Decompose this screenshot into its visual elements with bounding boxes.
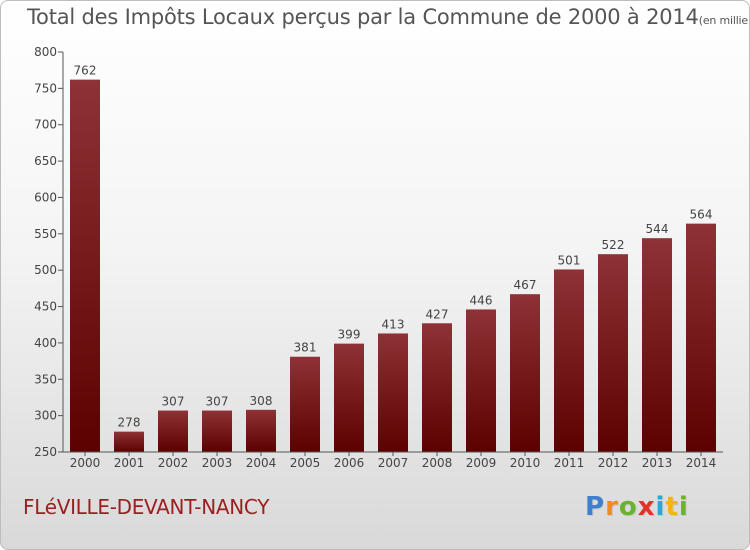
data-label-2002: 307 <box>162 395 185 409</box>
chart-title: Total des Impôts Locaux perçus par la Co… <box>27 5 749 29</box>
bar-2009 <box>466 309 496 452</box>
y-axis: 250 300 350 400 450 500 550 600 650 700 750 800 <box>34 45 64 459</box>
data-label-2009: 446 <box>470 293 493 307</box>
bar-2012 <box>598 254 628 452</box>
title-text: Total des Impôts Locaux perçus par la Co… <box>27 5 699 29</box>
bar-2000 <box>70 79 100 453</box>
bar-2008 <box>422 323 452 452</box>
bar-2006 <box>334 343 364 452</box>
commune-name: FLéVILLE-DEVANT-NANCY <box>23 495 270 519</box>
y-tick-label: 250 <box>34 445 57 459</box>
bar-2004 <box>246 409 276 452</box>
data-label-2004: 308 <box>250 394 273 408</box>
bar-2013 <box>642 238 672 452</box>
x-tick-label-2013: 2013 <box>642 456 673 470</box>
y-tick-label: 350 <box>34 372 57 386</box>
x-tick-label-2000: 2000 <box>70 456 101 470</box>
logo-letter: r <box>605 492 619 522</box>
bar-2014 <box>686 223 716 452</box>
data-label-2001: 278 <box>118 416 141 430</box>
y-tick-label: 500 <box>34 263 57 277</box>
x-tick-label-2006: 2006 <box>334 456 365 470</box>
logo-letter: P <box>585 492 606 522</box>
logo-letter: x <box>637 492 656 522</box>
x-tick-label-2001: 2001 <box>114 456 145 470</box>
y-tick-label: 600 <box>34 190 57 204</box>
x-tick-label-2009: 2009 <box>466 456 497 470</box>
data-label-2013: 544 <box>646 222 669 236</box>
y-tick-label: 650 <box>34 154 57 168</box>
bar-2003 <box>202 410 232 452</box>
title-unit: (en milliers d'€) <box>698 14 749 27</box>
data-label-2007: 413 <box>382 317 405 331</box>
x-tick-label-2002: 2002 <box>158 456 189 470</box>
data-label-2012: 522 <box>602 238 625 252</box>
y-tick-label: 800 <box>34 45 57 59</box>
bar-2011 <box>554 269 584 452</box>
x-tick-label-2007: 2007 <box>378 456 409 470</box>
data-label-2003: 307 <box>206 395 229 409</box>
x-tick-label-2008: 2008 <box>422 456 453 470</box>
x-tick-label-2012: 2012 <box>598 456 629 470</box>
bar-2001 <box>114 431 144 452</box>
data-label-2005: 381 <box>294 341 317 355</box>
x-tick-label-2004: 2004 <box>246 456 277 470</box>
y-tick-label: 450 <box>34 300 57 314</box>
proxiti-logo: Proxiti <box>585 492 689 522</box>
bar-2010 <box>510 294 540 452</box>
bars: 762 278 307 307 308 381 399 413 427 446 467 501 522 5… <box>70 64 716 453</box>
bar-2002 <box>158 410 188 452</box>
logo-letter: i <box>678 492 689 522</box>
data-label-2006: 399 <box>338 328 361 342</box>
bar-2005 <box>290 356 320 452</box>
x-tick-label-2014: 2014 <box>686 456 717 470</box>
data-label-2008: 427 <box>426 307 449 321</box>
data-label-2010: 467 <box>514 278 537 292</box>
y-tick-label: 700 <box>34 118 57 132</box>
x-axis: 2000 2001 2002 2003 2004 2005 2006 2007 2008 2009… <box>63 451 723 470</box>
logo-letter: t <box>665 492 679 522</box>
y-tick-label: 300 <box>34 409 57 423</box>
y-tick-label: 550 <box>34 227 57 241</box>
logo-letter: o <box>618 492 638 522</box>
data-label-2011: 501 <box>558 253 581 267</box>
x-tick-label-2003: 2003 <box>202 456 233 470</box>
y-tick-label: 400 <box>34 336 57 350</box>
data-label-2000: 762 <box>74 64 97 78</box>
x-tick-label-2005: 2005 <box>290 456 321 470</box>
data-label-2014: 564 <box>690 208 713 222</box>
y-tick-label: 750 <box>34 81 57 95</box>
x-tick-label-2010: 2010 <box>510 456 541 470</box>
logo-letter: i <box>655 492 666 522</box>
x-tick-label-2011: 2011 <box>554 456 585 470</box>
bar-2007 <box>378 333 408 452</box>
